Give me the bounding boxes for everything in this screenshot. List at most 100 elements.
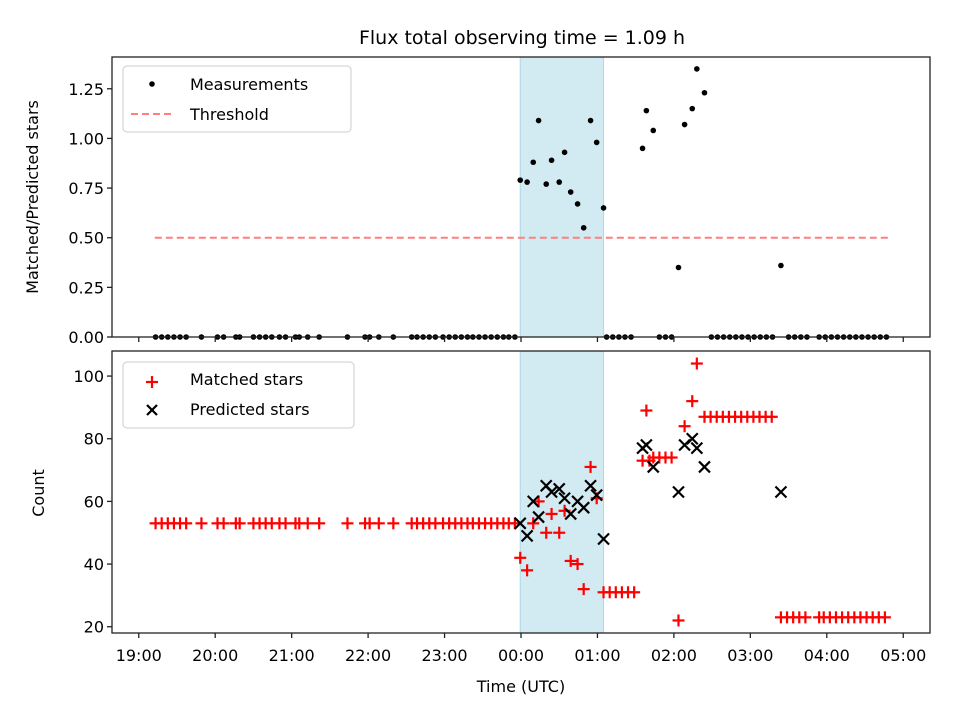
predicted-star-point	[685, 432, 699, 446]
xtick-label: 00:00	[498, 646, 544, 665]
bottom-ylabel: Count	[29, 469, 48, 517]
predicted-star-point	[564, 507, 577, 521]
bottom-legend-box	[122, 361, 355, 429]
matched-star-point	[313, 517, 326, 530]
predicted-star-point	[646, 460, 660, 474]
matched-star-point	[372, 517, 385, 530]
predicted-star-point	[520, 529, 534, 543]
matched-star-point	[301, 517, 314, 530]
legend-marker-measurements	[149, 81, 155, 87]
predicted-star-point	[545, 485, 558, 499]
measurement-point	[593, 139, 600, 146]
measurement-point	[580, 224, 587, 231]
matched-star-point	[665, 451, 678, 464]
measurement-point	[524, 179, 530, 185]
matched-star-point	[540, 526, 553, 539]
bottom-xlabel: Time (UTC)	[476, 677, 565, 696]
top-ytick-label: 0.25	[68, 278, 104, 297]
matched-star-point	[514, 551, 527, 564]
predicted-star-point	[552, 482, 566, 496]
measurement-point	[561, 149, 568, 156]
predicted-star-point	[774, 485, 788, 499]
matched-star-point	[577, 583, 590, 596]
xtick-label: 23:00	[421, 646, 467, 665]
predicted-star-point	[672, 485, 685, 499]
measurement-point	[530, 159, 537, 166]
matched-star-point	[672, 614, 685, 627]
top-ytick-label: 0.00	[68, 328, 104, 347]
bottom-legend: Matched stars Predicted stars	[122, 361, 355, 429]
top-observing-span	[519, 56, 605, 338]
legend-label-matched: Matched stars	[190, 370, 303, 389]
predicted-star-point	[590, 488, 603, 502]
predicted-star-point	[690, 441, 704, 455]
measurement-point	[574, 201, 581, 207]
measurement-point	[587, 117, 594, 124]
measurement-point	[694, 66, 700, 72]
xtick-label: 05:00	[880, 646, 926, 665]
bottom-ytick-label: 60	[84, 492, 104, 511]
predicted-star-point	[597, 532, 610, 546]
top-panel: 0.00 0.25 0.50 0.75 1.00 1.25 Matched/Predict…	[23, 56, 931, 347]
measurement-point	[548, 157, 555, 164]
top-ytick-label: 1.00	[68, 129, 104, 148]
matched-star-point	[564, 554, 577, 567]
matched-star-point	[521, 564, 534, 577]
legend-marker-matched	[146, 376, 158, 388]
legend-label-threshold: Threshold	[189, 105, 269, 124]
matched-star-point	[341, 517, 354, 530]
xtick-label: 21:00	[269, 646, 315, 665]
matched-star-point	[628, 586, 641, 599]
matched-star-point	[233, 517, 246, 530]
legend-label-measurements: Measurements	[190, 75, 308, 94]
measurement-point	[701, 89, 708, 96]
measurement-point	[681, 121, 688, 128]
measurement-point	[650, 127, 657, 134]
measurement-point	[675, 264, 682, 271]
bottom-panel: 20 40 60 80 100 19:00 20:00 21:00 22:00 23:00 00:…	[29, 350, 931, 696]
matched-star-point	[878, 611, 891, 624]
measurement-point	[543, 181, 550, 187]
top-ytick-label: 0.50	[68, 229, 104, 248]
measurement-point	[689, 105, 696, 112]
predicted-star-point	[558, 491, 571, 505]
measurement-point	[643, 107, 650, 114]
matched-star-point	[387, 517, 400, 530]
matched-star-point	[195, 517, 208, 530]
predicted-star-point	[513, 517, 527, 530]
legend-label-predicted: Predicted stars	[190, 400, 310, 419]
bottom-ytick-label: 80	[84, 430, 104, 449]
top-ytick-label: 1.25	[68, 80, 104, 99]
matched-star-point	[553, 526, 566, 539]
measurement-point	[567, 189, 574, 195]
xtick-label: 02:00	[651, 646, 697, 665]
matched-star-point	[799, 611, 812, 624]
predicted-star-point	[532, 510, 545, 524]
measurement-point	[639, 145, 646, 152]
matched-star-point	[217, 517, 230, 530]
matched-star-point	[686, 395, 699, 408]
predicted-star-point	[584, 479, 597, 493]
measurement-point	[556, 179, 563, 185]
xtick-label: 04:00	[804, 646, 850, 665]
predicted-star-point	[698, 460, 711, 474]
predicted-star-point	[577, 501, 590, 514]
matched-star-point	[765, 410, 778, 423]
bottom-frame	[111, 350, 931, 634]
bottom-ytick-label: 100	[73, 367, 104, 386]
top-legend: Measurements Threshold	[122, 65, 352, 133]
top-ytick-label: 0.75	[68, 179, 104, 198]
xtick-label: 01:00	[574, 646, 620, 665]
measurement-point	[778, 262, 784, 269]
xtick-label: 20:00	[192, 646, 238, 665]
measurement-point	[517, 177, 524, 183]
matched-star-point	[584, 460, 597, 473]
matched-star-point	[678, 420, 691, 433]
predicted-star-point	[640, 438, 653, 452]
xtick-label: 22:00	[345, 646, 391, 665]
top-frame	[111, 56, 931, 338]
matched-star-point	[527, 517, 540, 530]
matched-star-point	[690, 357, 703, 370]
measurement-point	[600, 205, 607, 211]
predicted-star-point	[526, 495, 540, 508]
